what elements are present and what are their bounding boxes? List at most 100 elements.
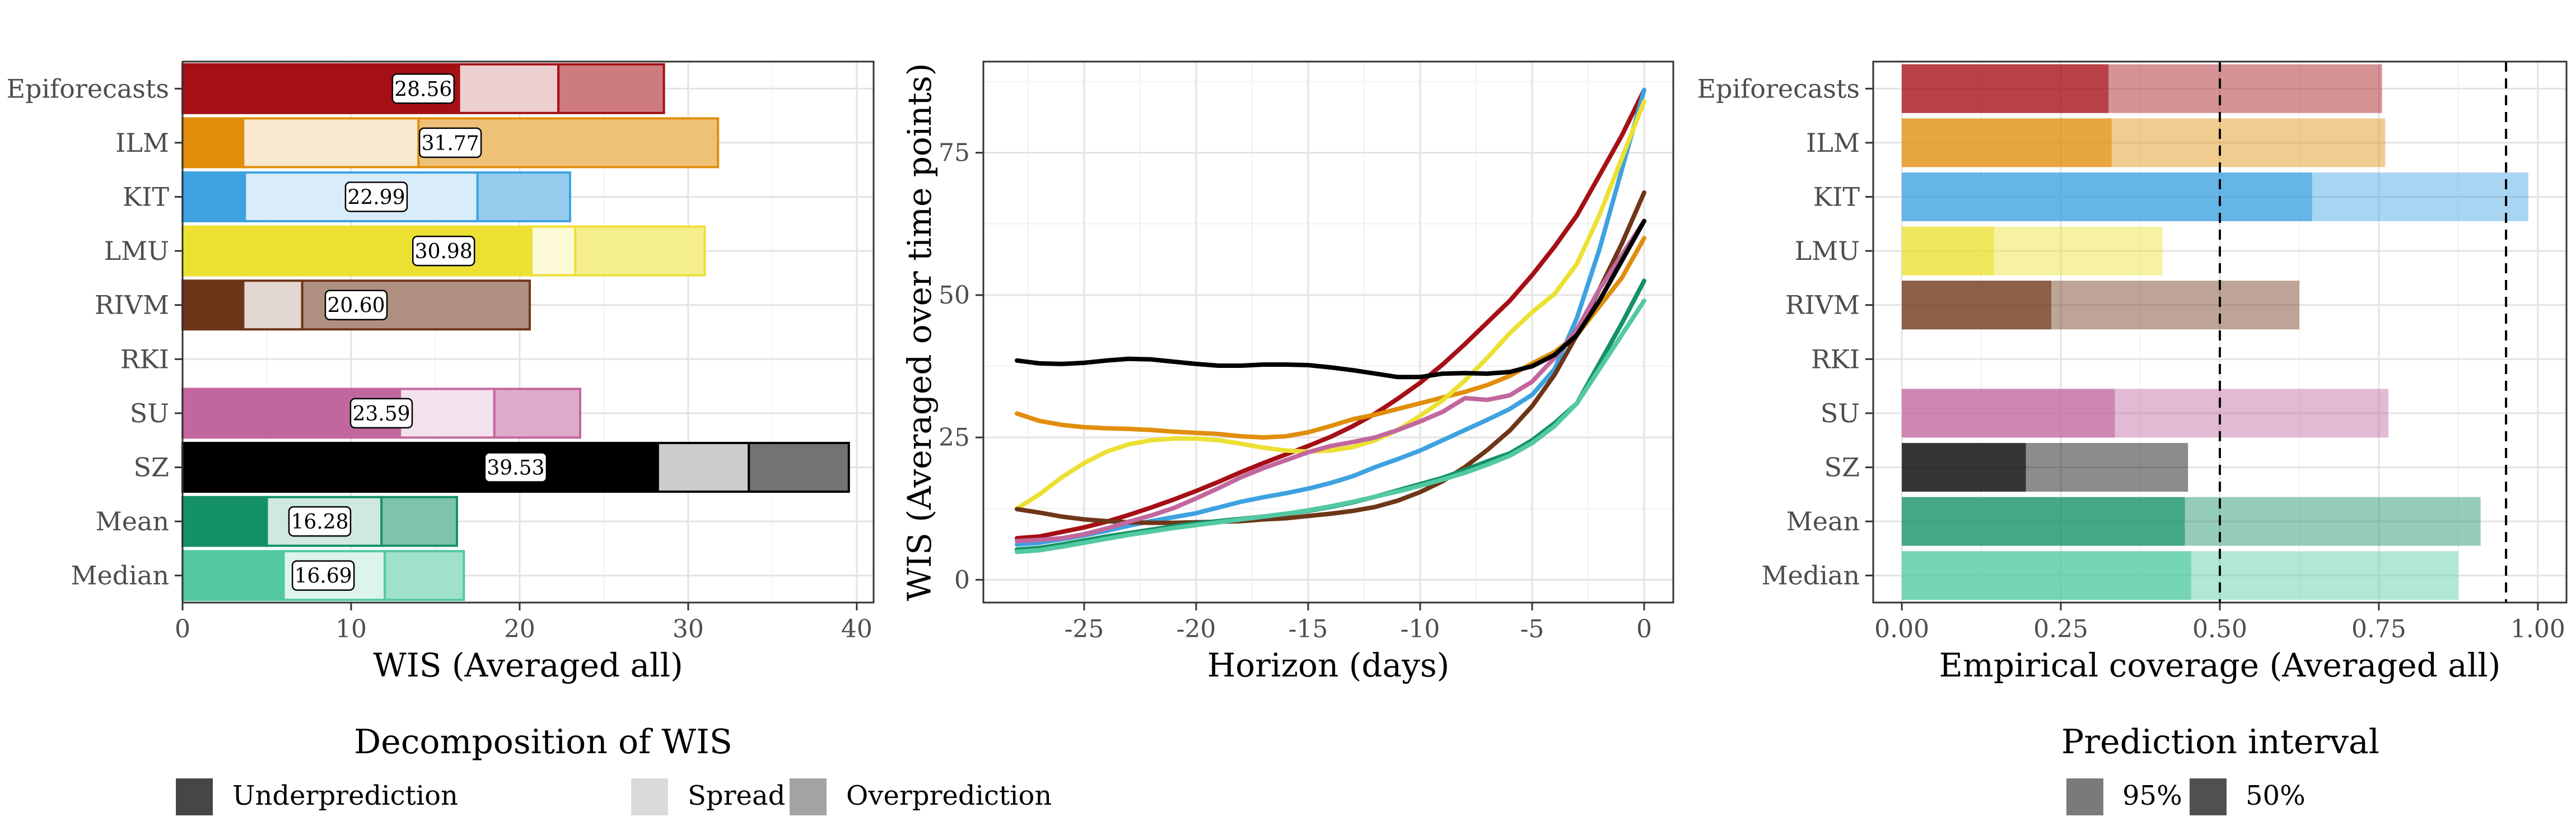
horizon-line-ilm xyxy=(1015,236,1646,440)
wis-plot-border xyxy=(181,60,875,604)
wis-bar-rivm-underprediction xyxy=(181,279,245,331)
coverage-x-tick-label: 0.25 xyxy=(2033,615,2088,643)
wis-category-label-ilm: ILM xyxy=(115,128,169,158)
wis-x-tick-label: 0 xyxy=(175,615,190,643)
coverage-category-label-epiforecasts: Epiforecasts xyxy=(1697,73,1860,104)
wis-legend-label: Overprediction xyxy=(846,780,1052,811)
coverage-legend-item-95: 95% xyxy=(2066,778,2182,815)
wis-bar-su-spread xyxy=(399,388,496,439)
wis-total-label-sz: 39.53 xyxy=(484,452,548,483)
wis-total-label-text: 30.98 xyxy=(415,240,473,263)
wis-total-label-mean: 16.28 xyxy=(288,506,352,537)
wis-legend-item-spread: Spread xyxy=(631,778,785,815)
horizon-y-tick-labels: 0 25 50 75 xyxy=(939,139,983,594)
wis-total-label-text: 23.59 xyxy=(352,403,410,426)
wis-decomposition-panel: 28.56 31.77 22.99 30.98 20.60 23.59 39.53 16.28… xyxy=(6,60,1052,815)
horizon-x-tick-label: -5 xyxy=(1520,615,1544,643)
wis-bar-mean-underprediction xyxy=(181,496,268,547)
coverage-category-label-su: SU xyxy=(1821,398,1860,428)
wis-category-label-sz: SZ xyxy=(134,452,169,483)
wis-total-label-text: 16.28 xyxy=(291,511,348,534)
horizon-plot-border xyxy=(982,60,1674,604)
coverage-category-label-rivm: RIVM xyxy=(1785,290,1860,320)
wis-legend: Decomposition of WIS Underprediction Spre… xyxy=(176,722,1052,815)
horizon-line-median xyxy=(1015,298,1646,554)
wis-total-label-box xyxy=(412,235,475,267)
wis-category-label-mean: Mean xyxy=(96,506,169,536)
wis-total-label-text: 20.60 xyxy=(327,295,385,318)
wis-total-label-epiforecasts: 28.56 xyxy=(391,73,455,104)
coverage-category-label-kit: KIT xyxy=(1813,182,1860,212)
wis-bar-median-overprediction xyxy=(384,550,465,601)
coverage-bar-sz-50 xyxy=(1902,443,2026,492)
horizon-line-sz xyxy=(1015,218,1646,380)
wis-total-label-box xyxy=(344,181,408,212)
wis-x-tick-label: 20 xyxy=(504,615,535,643)
wis-category-label-median: Median xyxy=(71,561,169,591)
coverage-x-tick-label: 0.75 xyxy=(2351,615,2406,643)
wis-x-tick-label: 30 xyxy=(673,615,704,643)
horizon-x-tick-label: 0 xyxy=(1636,615,1652,643)
coverage-category-label-mean: Mean xyxy=(1786,506,1860,536)
coverage-legend-swatch xyxy=(2190,778,2227,815)
wis-x-tick-label: 10 xyxy=(335,615,367,643)
coverage-category-label-ilm: ILM xyxy=(1806,128,1860,158)
wis-bar-sz-spread xyxy=(656,442,750,493)
horizon-y-tick-label: 75 xyxy=(939,139,970,167)
coverage-bar-rivm-50 xyxy=(1902,281,2052,330)
wis-bar-sz-underprediction xyxy=(181,442,659,493)
wis-total-label-text: 16.69 xyxy=(295,565,352,588)
wis-legend-items: Underprediction Spread Overprediction xyxy=(176,778,1052,815)
wis-bar-ilm-spread xyxy=(242,117,420,169)
horizon-line-lmu xyxy=(1015,99,1646,511)
coverage-bar-mean-50 xyxy=(1902,497,2185,546)
wis-total-label-lmu: 30.98 xyxy=(412,235,475,267)
wis-total-labels: 28.56 31.77 22.99 30.98 20.60 23.59 39.53 16.28… xyxy=(288,73,548,591)
wis-total-label-box xyxy=(324,290,388,320)
horizon-y-tick-label: 0 xyxy=(954,566,970,594)
wis-legend-item-overprediction: Overprediction xyxy=(790,778,1052,815)
wis-total-label-box xyxy=(418,127,482,158)
wis-category-label-su: SU xyxy=(130,398,169,428)
coverage-bar-lmu-50 xyxy=(1902,226,1994,276)
wis-total-label-text: 28.56 xyxy=(394,78,452,101)
wis-total-label-box xyxy=(349,398,413,429)
wis-bar-ilm-overprediction xyxy=(417,117,720,169)
wis-category-label-lmu: LMU xyxy=(104,236,169,266)
wis-total-label-box xyxy=(288,506,352,537)
coverage-legend-swatch xyxy=(2066,778,2103,815)
coverage-panel: Epiforecasts ILM KIT LMU RIVM RKI SU SZ Mean Medi… xyxy=(1697,60,2568,815)
horizon-x-tick-label: -20 xyxy=(1177,615,1216,643)
wis-total-label-box xyxy=(484,452,548,483)
wis-total-label-median: 16.69 xyxy=(291,560,355,591)
coverage-category-label-median: Median xyxy=(1761,561,1860,591)
coverage-category-label-sz: SZ xyxy=(1824,452,1860,483)
coverage-x-tick-labels: 0.00 0.25 0.50 0.75 1.00 xyxy=(1874,603,2565,643)
coverage-reference-lines xyxy=(2219,62,2508,603)
horizon-line-epiforecasts xyxy=(1015,87,1646,541)
coverage-legend-item-50: 50% xyxy=(2190,778,2306,815)
coverage-bar-kit-50 xyxy=(1902,172,2312,221)
wis-total-label-su: 23.59 xyxy=(349,398,413,429)
wis-category-label-kit: KIT xyxy=(123,182,170,212)
horizon-x-axis-title: Horizon (days) xyxy=(1207,646,1450,684)
coverage-category-label-lmu: LMU xyxy=(1795,236,1860,266)
horizon-y-axis-title: WIS (Averaged over time points) xyxy=(900,63,939,601)
wis-category-label-rki: RKI xyxy=(120,344,169,374)
wis-bar-epiforecasts-spread xyxy=(458,63,560,114)
wis-x-tick-labels: 0 10 20 30 40 xyxy=(175,603,872,643)
wis-legend-title: Decomposition of WIS xyxy=(354,722,732,762)
wis-x-axis-title: WIS (Averaged all) xyxy=(373,646,683,684)
coverage-bars xyxy=(1902,64,2528,600)
coverage-x-tick-label: 0.00 xyxy=(1874,615,1929,643)
wis-legend-item-underprediction: Underprediction xyxy=(176,778,458,815)
wis-legend-label: Underprediction xyxy=(232,780,458,811)
coverage-legend-items: 95% 50% xyxy=(2066,778,2306,815)
wis-total-label-box xyxy=(391,73,455,104)
coverage-x-axis-title: Empirical coverage (Averaged all) xyxy=(1939,646,2501,684)
wis-total-label-text: 22.99 xyxy=(347,186,405,209)
horizon-line-kit xyxy=(1015,87,1646,547)
coverage-bar-epiforecasts-50 xyxy=(1902,64,2109,113)
coverage-legend-label: 95% xyxy=(2122,780,2182,811)
